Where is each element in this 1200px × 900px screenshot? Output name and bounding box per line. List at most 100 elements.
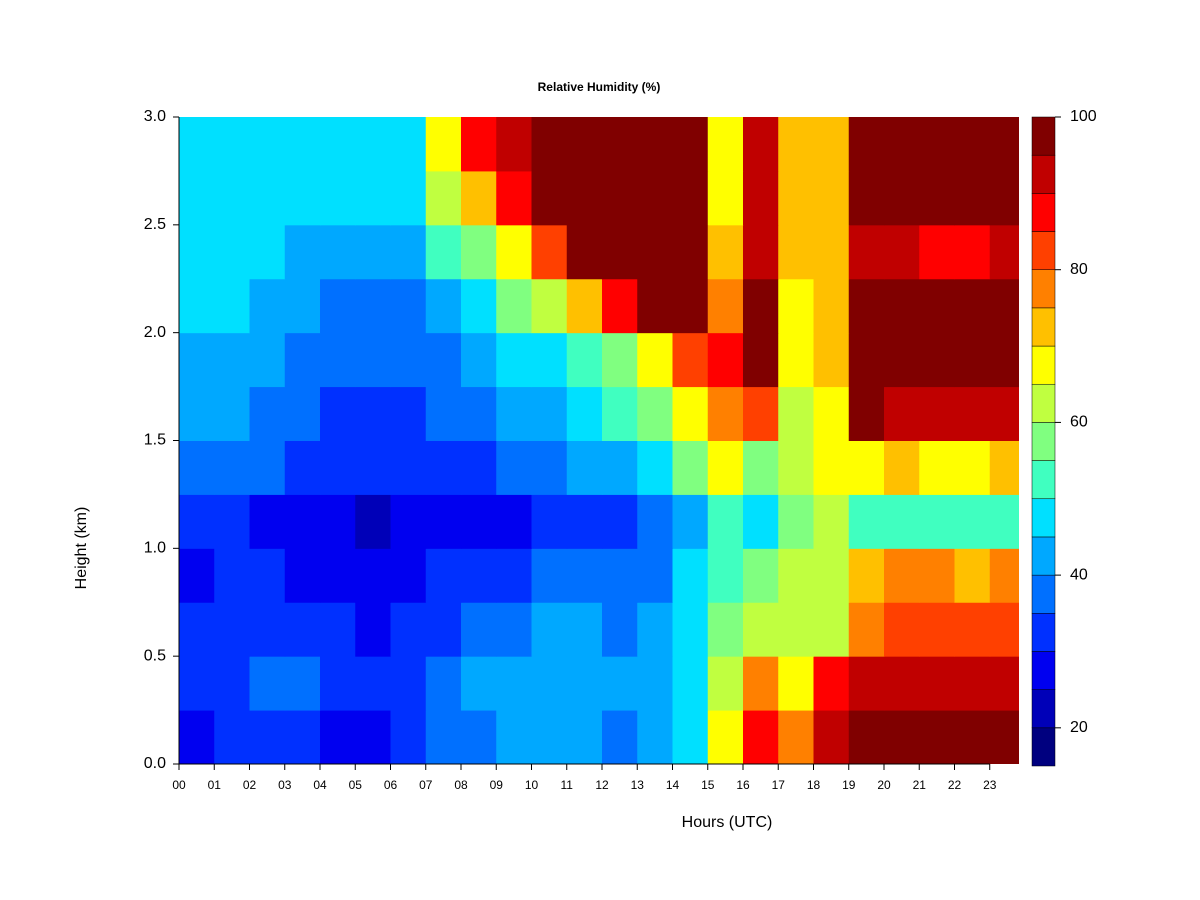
heatmap-cell	[460, 494, 497, 549]
heatmap-cell	[919, 548, 955, 603]
heatmap-cell	[778, 548, 814, 603]
heatmap-cell	[214, 602, 250, 657]
x-tick-label: 21	[913, 778, 927, 792]
heatmap-cell	[672, 224, 709, 280]
heatmap-cell	[742, 440, 779, 495]
colorbar-segment	[1031, 689, 1056, 729]
heatmap-cell	[672, 386, 709, 441]
heatmap-cell	[496, 602, 532, 657]
heatmap-cell	[390, 332, 427, 388]
heatmap-cell	[742, 710, 779, 764]
heatmap-cell	[496, 332, 532, 388]
heatmap-cell	[284, 278, 321, 334]
heatmap-cell	[249, 278, 286, 334]
heatmap-cell	[284, 710, 321, 764]
heatmap-cell	[179, 602, 215, 657]
heatmap-cell	[460, 386, 497, 441]
heatmap-cell	[778, 278, 814, 334]
x-tick-label: 09	[490, 778, 504, 792]
heatmap-cell	[496, 170, 532, 226]
x-tick-label: 13	[631, 778, 645, 792]
x-tick-label: 15	[701, 778, 715, 792]
colorbar-segment	[1031, 154, 1056, 194]
heatmap-cell	[319, 710, 356, 764]
heatmap-cell	[531, 170, 568, 226]
heatmap-cell	[813, 170, 850, 226]
heatmap-cell	[672, 548, 709, 603]
heatmap-cell	[989, 548, 1019, 603]
heatmap-cell	[425, 440, 462, 495]
heatmap-cell	[954, 170, 991, 226]
heatmap-cell	[531, 710, 568, 764]
heatmap-cell	[707, 386, 744, 441]
heatmap-cell	[319, 602, 356, 657]
heatmap-cell	[601, 332, 638, 388]
heatmap-cell	[848, 332, 885, 388]
heatmap-cell	[179, 440, 215, 495]
heatmap-cell	[319, 117, 356, 172]
heatmap-cell	[531, 494, 568, 549]
colorbar-tick-label: 40	[1070, 566, 1088, 583]
heatmap-cell	[707, 548, 744, 603]
colorbar-segment	[1031, 536, 1056, 576]
x-tick-label: 00	[172, 778, 186, 792]
heatmap-cell	[601, 170, 638, 226]
heatmap-cell	[496, 710, 532, 764]
heatmap-cell	[672, 440, 709, 495]
heatmap-cell	[601, 440, 638, 495]
heatmap-cell	[319, 224, 356, 280]
heatmap-cell	[249, 386, 286, 441]
heatmap-cell	[883, 656, 920, 711]
heatmap-cell	[531, 278, 568, 334]
heatmap-cell	[284, 494, 321, 549]
heatmap-cell	[390, 710, 427, 764]
heatmap-cell	[355, 710, 391, 764]
heatmap-cell	[637, 602, 673, 657]
heatmap-cell	[390, 656, 427, 711]
heatmap-cell	[813, 656, 850, 711]
colorbar-segment	[1031, 269, 1056, 309]
heatmap-cell	[778, 224, 814, 280]
heatmap-cell	[707, 170, 744, 226]
heatmap-cell	[214, 710, 250, 764]
heatmap-cell	[460, 440, 497, 495]
heatmap-cell	[179, 548, 215, 603]
colorbar-tick-label: 20	[1070, 719, 1088, 736]
heatmap-cell	[883, 602, 920, 657]
heatmap-cell	[319, 494, 356, 549]
heatmap-cell	[214, 278, 250, 334]
colorbar-segment	[1031, 193, 1056, 232]
heatmap-cell	[742, 224, 779, 280]
heatmap-cell	[284, 602, 321, 657]
heatmap-cell	[707, 117, 744, 172]
heatmap-cell	[355, 548, 391, 603]
heatmap-cell	[566, 548, 603, 603]
heatmap-cell	[179, 117, 215, 172]
heatmap-cell	[355, 332, 391, 388]
heatmap-cell	[848, 170, 885, 226]
heatmap-cell	[848, 548, 885, 603]
x-tick-label: 18	[807, 778, 821, 792]
heatmap-cell	[179, 170, 215, 226]
heatmap-cell	[179, 710, 215, 764]
x-tick-label: 17	[772, 778, 786, 792]
heatmap-cell	[883, 117, 920, 172]
x-tick-label: 23	[983, 778, 997, 792]
heatmap-cell	[637, 656, 673, 711]
colorbar-segment	[1031, 651, 1056, 690]
heatmap-cell	[637, 332, 673, 388]
heatmap-cell	[672, 710, 709, 764]
colorbar-tick-label: 60	[1070, 414, 1088, 431]
heatmap-cell	[460, 224, 497, 280]
heatmap-cell	[848, 386, 885, 441]
heatmap-cell	[637, 548, 673, 603]
heatmap-cell	[460, 656, 497, 711]
heatmap-cell	[319, 170, 356, 226]
heatmap-cell	[707, 224, 744, 280]
heatmap-cell	[566, 117, 603, 172]
heatmap-cell	[319, 548, 356, 603]
heatmap-cell	[848, 494, 885, 549]
colorbar-segment	[1031, 613, 1056, 652]
colorbar-segment	[1031, 231, 1056, 270]
heatmap-cell	[249, 170, 286, 226]
